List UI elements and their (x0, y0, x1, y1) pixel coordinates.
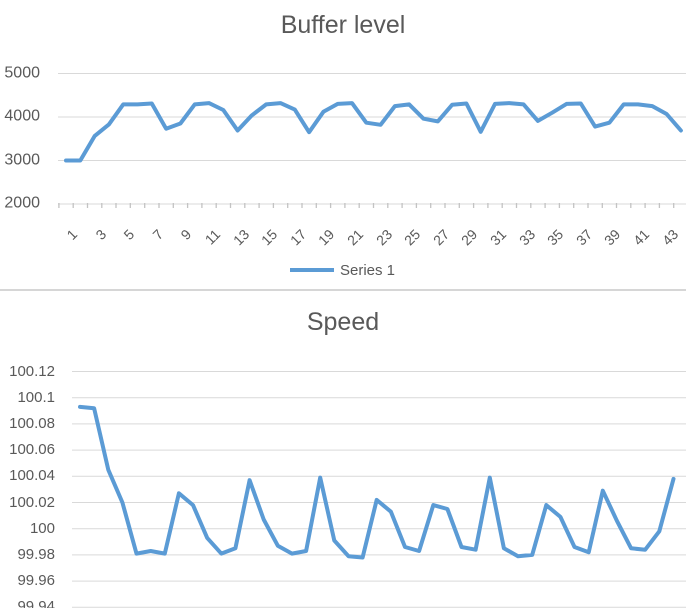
y-tick-label: 99.94 (17, 598, 55, 608)
y-tick-label: 100.12 (9, 362, 55, 380)
y-tick-label: 100.1 (17, 388, 55, 406)
y-tick-label: 100.08 (9, 415, 55, 433)
legend[interactable]: Series 1 (290, 261, 395, 279)
legend-line-swatch (290, 267, 334, 273)
y-tick-label: 3000 (4, 151, 40, 169)
chart-title-speed: Speed (306, 308, 380, 336)
speed-series-line[interactable] (78, 404, 676, 560)
y-tick-label: 4000 (4, 107, 40, 125)
buffer-level-series-line[interactable] (64, 101, 683, 163)
y-tick-label: 100.06 (9, 441, 55, 459)
legend-series-label: Series 1 (340, 261, 396, 279)
y-tick-label: 5000 (4, 64, 40, 82)
y-tick-label: 99.98 (17, 546, 55, 564)
y-tick-label: 2000 (4, 194, 40, 212)
y-tick-label: 100.02 (9, 493, 55, 511)
chart-divider (0, 289, 686, 291)
y-tick-label: 99.96 (17, 572, 55, 590)
y-tick-label: 100 (29, 519, 55, 537)
y-tick-label: 100.04 (9, 467, 55, 485)
chart-title-buffer-level: Buffer level (280, 11, 406, 39)
